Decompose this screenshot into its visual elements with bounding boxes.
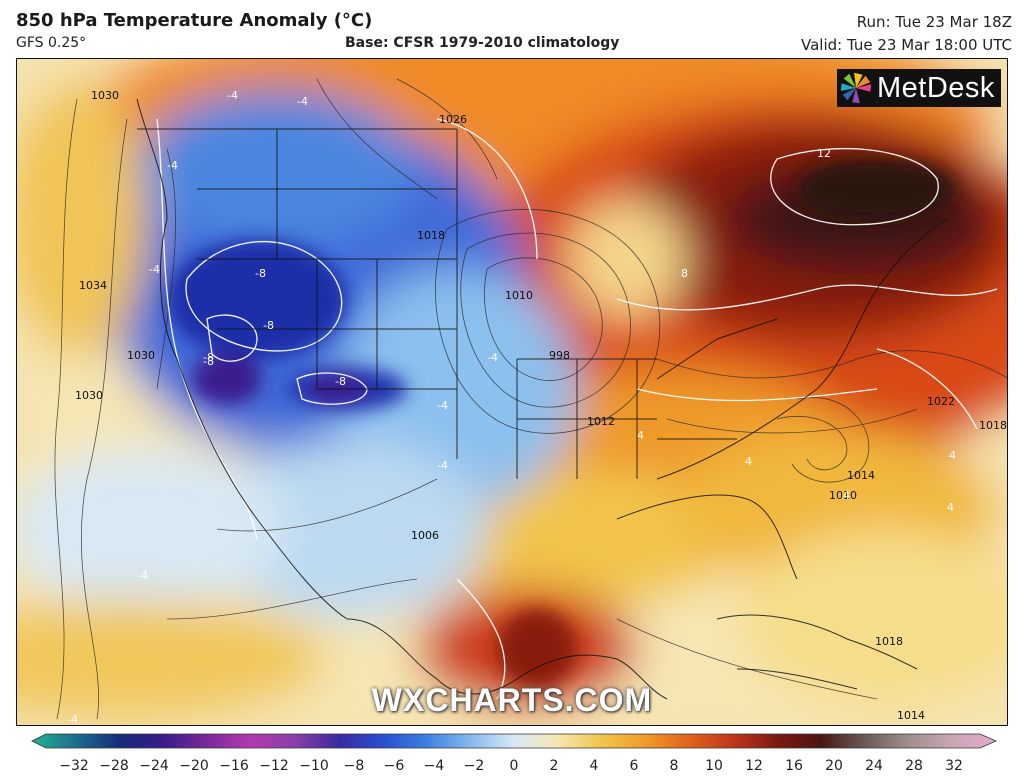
legend-tick-label: 12 bbox=[745, 758, 763, 774]
anomaly-contour-label: -4 bbox=[167, 159, 178, 172]
anomaly-contour-label: -4 bbox=[437, 459, 448, 472]
legend-tick-label: 24 bbox=[865, 758, 883, 774]
anomaly-contour-label: 4 bbox=[947, 501, 954, 514]
isobar-label: 1034 bbox=[79, 279, 107, 292]
model-label: GFS 0.25° bbox=[16, 35, 87, 51]
base-climatology-label: Base: CFSR 1979-2010 climatology bbox=[345, 35, 620, 51]
anomaly-contour-label: 4 bbox=[843, 489, 850, 502]
legend-tick-label: 0 bbox=[510, 758, 519, 774]
metdesk-logo-icon bbox=[840, 72, 872, 104]
isobar-label: 998 bbox=[549, 349, 570, 362]
legend-tick-label: 8 bbox=[670, 758, 679, 774]
anomaly-contour-label: 12 bbox=[817, 147, 831, 160]
metdesk-logo: MetDesk bbox=[837, 69, 1001, 107]
anomaly-contour-label: -8 bbox=[203, 351, 214, 364]
legend-tick-label: 2 bbox=[550, 758, 559, 774]
legend-tick-labels: −32 −28 −24 −20 −16 −12 −10 −8 −6 −4 −2 0 2 4 6 8 10 12 16… bbox=[59, 758, 963, 774]
anomaly-contour-label: -4 bbox=[487, 351, 498, 364]
isobar-label: 1010 bbox=[829, 489, 857, 502]
color-scale-legend: −32 −28 −24 −20 −16 −12 −10 −8 −6 −4 −2 0 2 4 6 8 10 12 16… bbox=[31, 733, 997, 774]
legend-tick-label: −12 bbox=[259, 758, 289, 774]
legend-tick-label: −32 bbox=[59, 758, 89, 774]
anomaly-contour-label: 8 bbox=[681, 267, 688, 280]
isobar-label: 1018 bbox=[417, 229, 445, 242]
anomaly-contour-label: 4 bbox=[949, 449, 956, 462]
isobar-label: 1014 bbox=[847, 469, 875, 482]
anomaly-contour-label: -8 bbox=[335, 375, 346, 388]
isobar-label: 1014 bbox=[897, 709, 925, 722]
wxcharts-watermark: WXCHARTS.COM bbox=[371, 682, 653, 718]
legend-tick-label: −24 bbox=[139, 758, 169, 774]
chart-title: 850 hPa Temperature Anomaly (°C) bbox=[16, 10, 373, 31]
isobar-label: 1022 bbox=[927, 395, 955, 408]
anomaly-contour-label: -8 bbox=[263, 319, 274, 332]
legend-tick-label: 20 bbox=[825, 758, 843, 774]
metdesk-logo-text: MetDesk bbox=[877, 71, 995, 104]
anomaly-map: 1030 1026 1030 1018 1034 1030 1010 998 1012 1006 1… bbox=[16, 58, 1008, 726]
isobar-label: 1006 bbox=[411, 529, 439, 542]
valid-time-label: Valid: Tue 23 Mar 18:00 UTC bbox=[800, 36, 1012, 54]
anomaly-contour-label: -4 bbox=[227, 89, 238, 102]
legend-tick-label: −4 bbox=[424, 758, 445, 774]
anomaly-contour-label: -4 bbox=[149, 263, 160, 276]
anomaly-contour-label: -4 bbox=[137, 569, 148, 582]
isobar-label: 1018 bbox=[979, 419, 1007, 432]
legend-tick-label: −20 bbox=[179, 758, 209, 774]
anomaly-contour-label: -4 bbox=[297, 95, 308, 108]
legend-tick-label: 4 bbox=[590, 758, 599, 774]
isobar-label: 1030 bbox=[91, 89, 119, 102]
legend-tick-label: 32 bbox=[945, 758, 963, 774]
legend-tick-label: 16 bbox=[785, 758, 803, 774]
legend-tick-label: −8 bbox=[344, 758, 365, 774]
anomaly-contour-label: 4 bbox=[637, 429, 644, 442]
isobar-label: 1010 bbox=[505, 289, 533, 302]
legend-tick-label: 10 bbox=[705, 758, 723, 774]
legend-tick-label: −16 bbox=[219, 758, 249, 774]
legend-tick-label: 28 bbox=[905, 758, 923, 774]
anomaly-field: 1030 1026 1030 1018 1034 1030 1010 998 1012 1006 1… bbox=[17, 59, 1007, 726]
anomaly-contour-label: -8 bbox=[255, 267, 266, 280]
anomaly-contour-label: -4 bbox=[67, 713, 78, 726]
legend-color-bar bbox=[31, 733, 997, 749]
isobar-label: 1012 bbox=[587, 415, 615, 428]
run-time-label: Run: Tue 23 Mar 18Z bbox=[856, 13, 1012, 31]
anomaly-contour-label: 4 bbox=[745, 455, 752, 468]
isobar-label: 1030 bbox=[127, 349, 155, 362]
isobar-label: 1030 bbox=[75, 389, 103, 402]
isobar-label: 1018 bbox=[875, 635, 903, 648]
legend-tick-label: 6 bbox=[630, 758, 639, 774]
legend-tick-label: −2 bbox=[464, 758, 485, 774]
legend-tick-label: −28 bbox=[99, 758, 129, 774]
isobar-label: 1026 bbox=[439, 113, 467, 126]
legend-tick-label: −6 bbox=[384, 758, 405, 774]
anomaly-contour-label: -4 bbox=[437, 399, 448, 412]
anomaly-contour-label: -8 bbox=[203, 355, 214, 368]
legend-tick-label: −10 bbox=[299, 758, 329, 774]
